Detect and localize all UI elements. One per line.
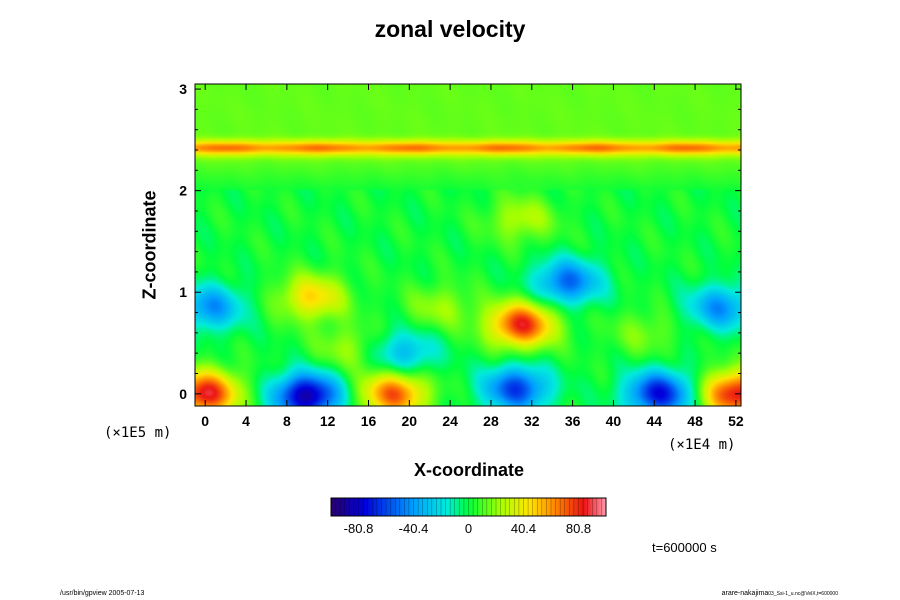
time-label: t=600000 s bbox=[652, 540, 717, 555]
footer-file: 03_Ssi-1_u.nc@VelX,t=600000 bbox=[768, 591, 838, 597]
colorbar-tick-label: 80.8 bbox=[566, 521, 591, 536]
y-tick-label: 3 bbox=[179, 81, 187, 97]
x-axis-label: X-coordinate bbox=[413, 460, 524, 480]
footer-source: arare-nakajima03_Ssi-1_u.nc@VelX,t=60000… bbox=[722, 590, 838, 597]
colorbar-divisions bbox=[335, 498, 602, 516]
y-axis: 0 1 2 3 bbox=[179, 81, 741, 402]
chart-title: zonal velocity bbox=[374, 16, 526, 42]
colorbar: -80.8 -40.4 0 40.4 80.8 bbox=[330, 497, 607, 536]
footer-author: arare-nakajima bbox=[721, 590, 769, 597]
x-tick-label: 8 bbox=[283, 413, 291, 429]
colorbar-tick-label: 0 bbox=[465, 521, 472, 536]
footer-command: /usr/bin/gpview 2005-07-13 bbox=[60, 590, 145, 597]
x-tick-label: 0 bbox=[201, 413, 209, 429]
y-axis-scale-label: (×1E5 m) bbox=[104, 425, 172, 441]
x-tick-label: 44 bbox=[646, 413, 662, 429]
x-tick-label: 4 bbox=[242, 413, 250, 429]
colorbar-labels: -80.8 -40.4 0 40.4 80.8 bbox=[344, 521, 591, 536]
colorbar-frame bbox=[330, 497, 607, 517]
colorbar-tick-label: -80.8 bbox=[344, 521, 374, 536]
x-tick-label: 24 bbox=[442, 413, 458, 429]
x-axis: 0 4 8 12 16 20 24 28 32 36 40 44 48 52 bbox=[201, 84, 744, 429]
x-tick-label: 48 bbox=[687, 413, 703, 429]
x-tick-label: 12 bbox=[320, 413, 336, 429]
heatmap-image bbox=[195, 84, 741, 406]
x-tick-label: 52 bbox=[728, 413, 744, 429]
x-tick-label: 20 bbox=[402, 413, 418, 429]
y-tick-label: 0 bbox=[179, 386, 187, 402]
x-axis-scale-label: (×1E4 m) bbox=[668, 437, 736, 453]
y-tick-label: 1 bbox=[179, 284, 187, 300]
x-tick-label: 32 bbox=[524, 413, 540, 429]
x-tick-label: 40 bbox=[606, 413, 622, 429]
heatmap-field bbox=[195, 84, 741, 406]
x-tick-label: 36 bbox=[565, 413, 581, 429]
x-tick-label: 16 bbox=[361, 413, 377, 429]
colorbar-tick-label: 40.4 bbox=[511, 521, 536, 536]
plot-frame bbox=[194, 83, 742, 407]
x-tick-label: 28 bbox=[483, 413, 499, 429]
y-tick-label: 2 bbox=[179, 183, 187, 199]
colorbar-tick-label: -40.4 bbox=[399, 521, 429, 536]
